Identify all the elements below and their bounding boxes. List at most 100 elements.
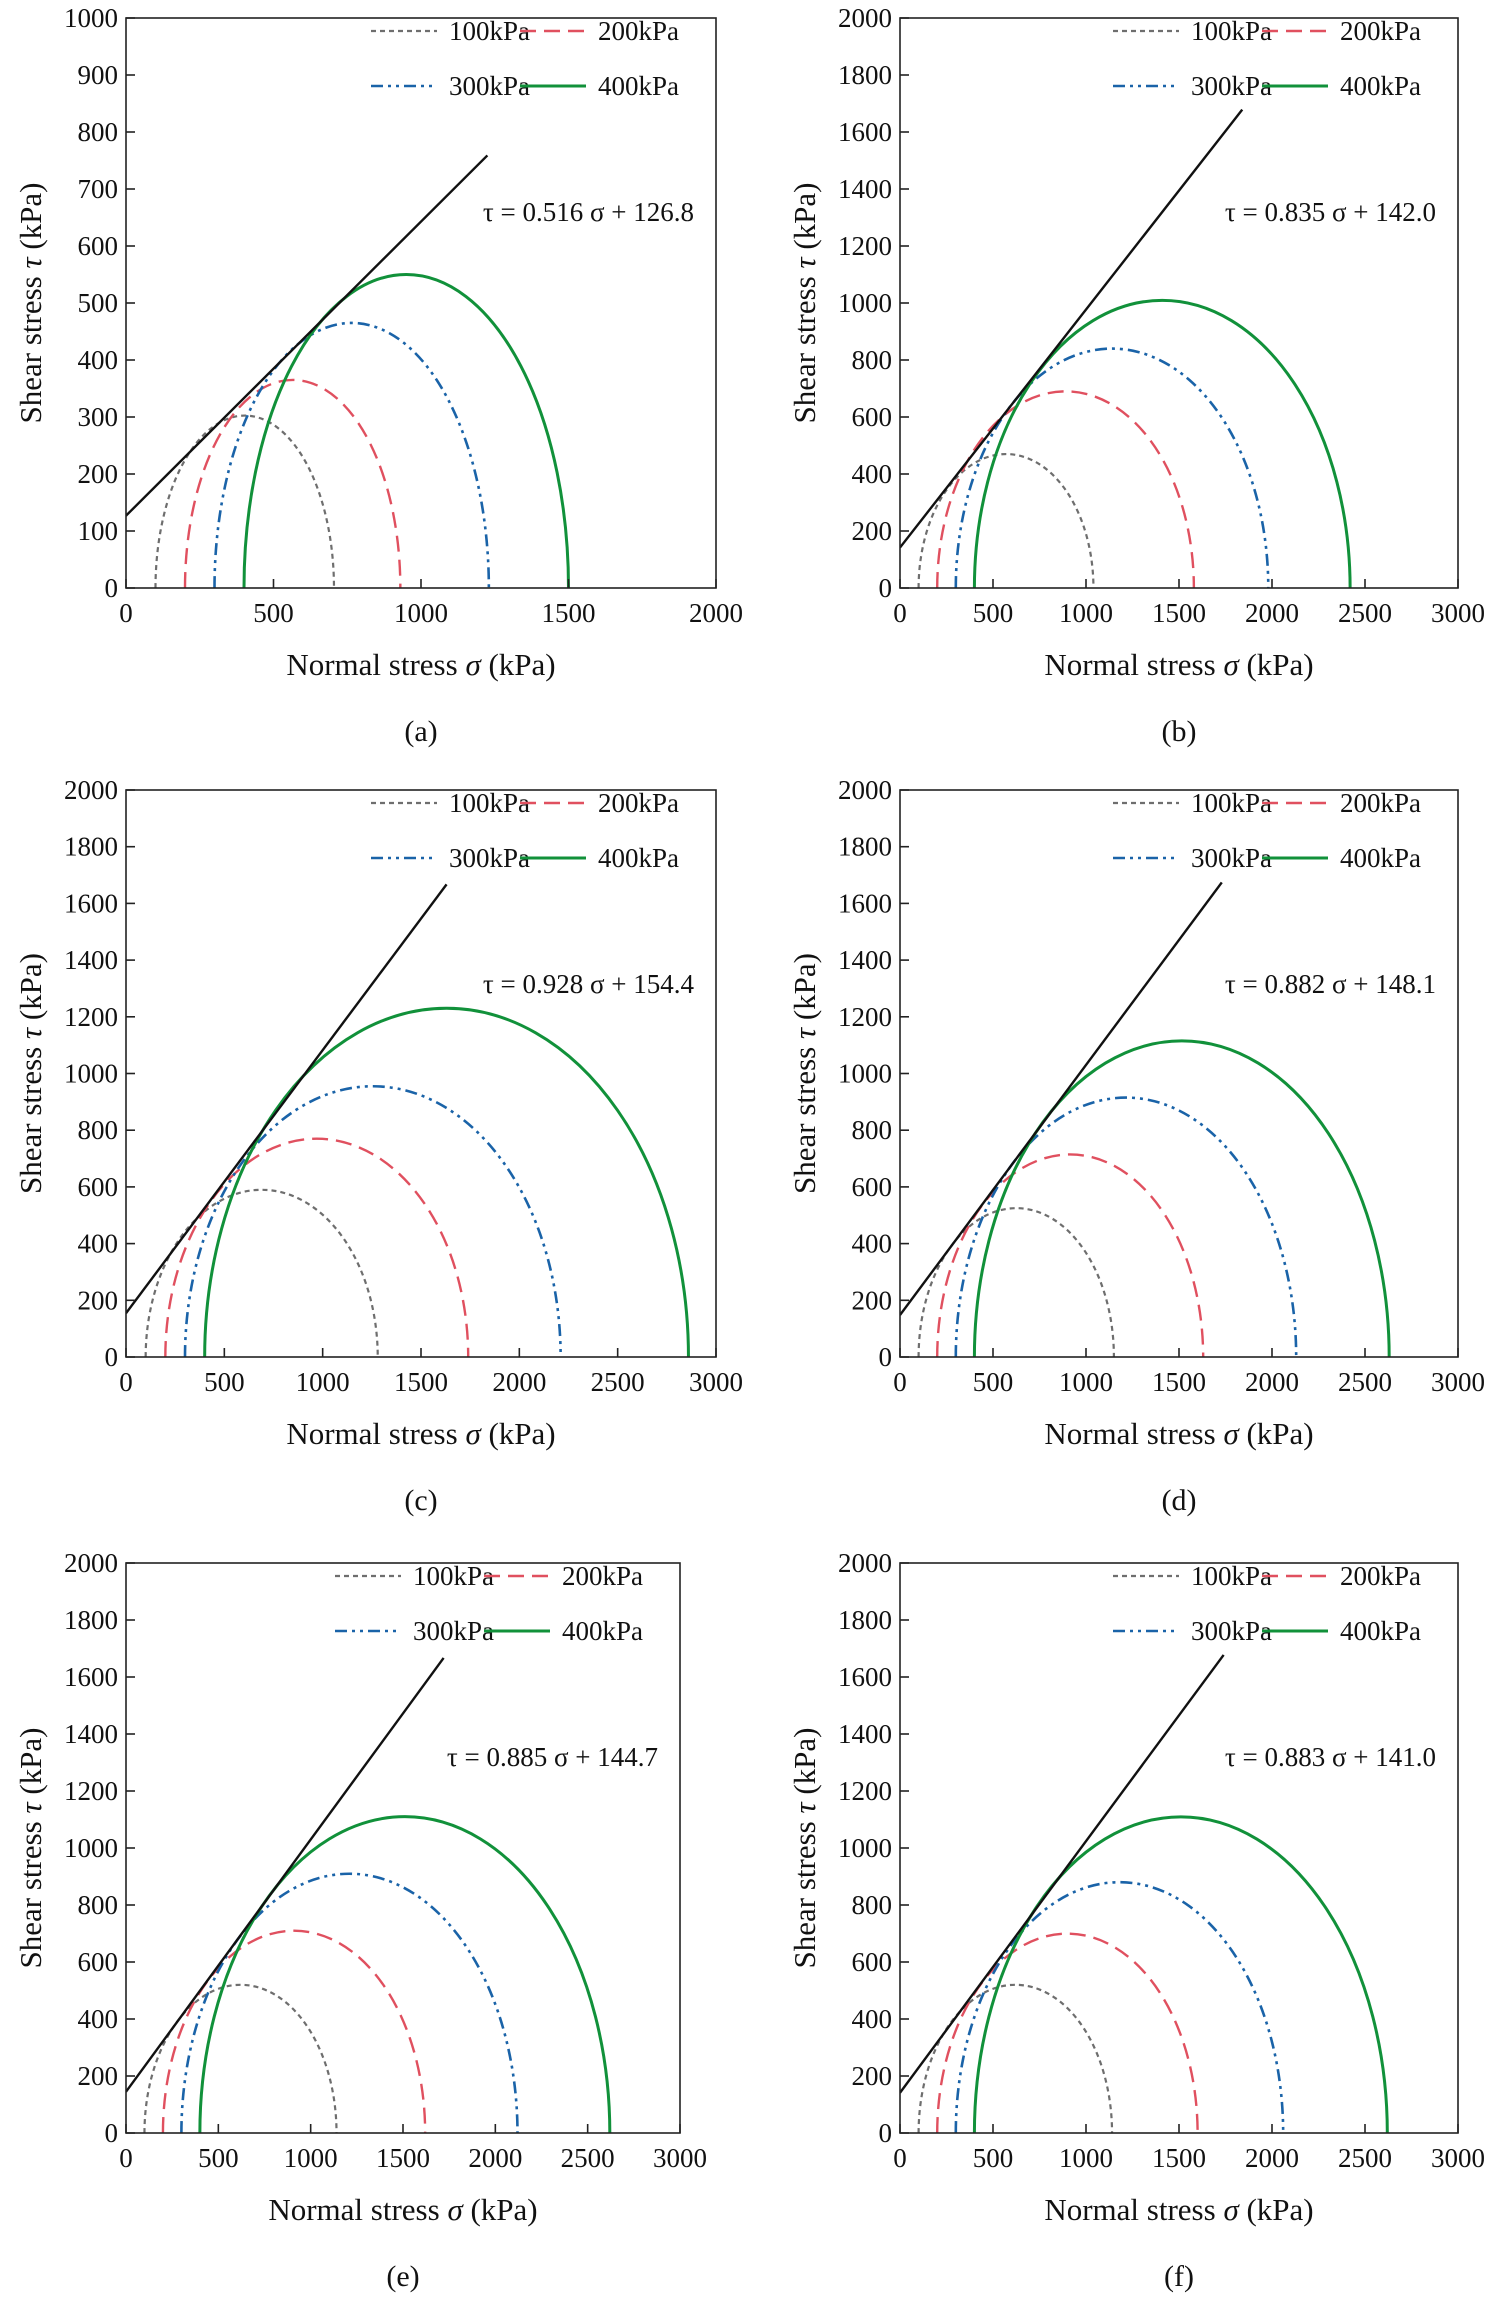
y-tick-label: 1600: [64, 1662, 118, 1692]
x-tick-label: 1000: [296, 1367, 350, 1397]
x-tick-label: 500: [973, 1367, 1014, 1397]
y-tick-label: 1000: [64, 1059, 118, 1089]
y-tick-label: 800: [852, 1115, 893, 1145]
x-tick-label: 500: [973, 2143, 1014, 2173]
failure-envelope-line: [126, 154, 489, 517]
y-tick-label: 800: [78, 1115, 119, 1145]
y-tick-label: 1200: [64, 1776, 118, 1806]
x-tick-label: 1000: [1059, 598, 1113, 628]
y-axis-title-text: Shear stress: [787, 1814, 822, 1969]
x-axis-unit: (kPa): [1239, 647, 1314, 682]
y-tick-label: 1800: [838, 1605, 892, 1635]
y-axis-title: Shear stress τ (kPa): [787, 1728, 822, 1969]
x-tick-label: 1000: [394, 598, 448, 628]
mohr-circle-100kPa: [143, 1984, 338, 2133]
x-tick-label: 2500: [1338, 2143, 1392, 2173]
plot-frame: [125, 17, 717, 589]
x-axis-symbol: σ: [1223, 647, 1240, 682]
x-tick-label: 3000: [689, 1367, 743, 1397]
mohr-circle-100kPa: [154, 414, 336, 588]
legend-label-400kPa: 400kPa: [1340, 843, 1421, 873]
mohr-circle-200kPa: [164, 1137, 470, 1357]
legend-label-300kPa: 300kPa: [449, 71, 530, 101]
y-tick-label: 200: [78, 1285, 119, 1315]
y-axis-unit: (kPa): [13, 953, 48, 1028]
plot-area: [126, 154, 570, 588]
y-tick-label: 200: [852, 1285, 893, 1315]
mohr-circle-200kPa: [161, 1929, 427, 2133]
x-tick-label: 0: [893, 1367, 907, 1397]
x-axis-symbol: σ: [465, 647, 482, 682]
y-tick-label: 1000: [64, 1833, 118, 1863]
envelope-equation: τ = 0.882 σ + 148.1: [1225, 969, 1436, 999]
mohr-circle-400kPa: [198, 1815, 612, 2133]
legend-label-100kPa: 100kPa: [449, 16, 530, 46]
y-axis-title: Shear stress τ (kPa): [787, 953, 822, 1194]
x-axis-title-text: Normal stress: [268, 2192, 447, 2227]
x-axis-title-text: Normal stress: [1044, 647, 1223, 682]
panel-label: (d): [1162, 1484, 1197, 1517]
y-axis-symbol: τ: [13, 256, 48, 269]
mohr-circle-100kPa: [144, 1188, 379, 1357]
y-axis-title-text: Shear stress: [13, 1039, 48, 1194]
panel-b: 0 500 1000 1500 2000 2500 3000 0 200 400 600 800 100…: [787, 3, 1485, 748]
y-tick-label: 600: [78, 1172, 119, 1202]
x-tick-label: 2500: [1338, 598, 1392, 628]
x-tick-label: 1500: [1152, 1367, 1206, 1397]
y-tick-label: 800: [78, 117, 119, 147]
y-axis-title: Shear stress τ (kPa): [787, 183, 822, 424]
y-tick-label: 600: [852, 1947, 893, 1977]
y-tick-label: 400: [78, 345, 119, 375]
legend-label-300kPa: 300kPa: [1191, 71, 1272, 101]
x-tick-label: 3000: [653, 2143, 707, 2173]
failure-envelope-line: [900, 108, 1244, 549]
envelope-equation: τ = 0.885 σ + 144.7: [447, 1742, 658, 1772]
y-tick-label: 1400: [838, 945, 892, 975]
x-tick-label: 2000: [1245, 598, 1299, 628]
y-tick-label: 1200: [838, 1776, 892, 1806]
y-tick-label: 100: [78, 516, 119, 546]
mohr-circle-200kPa: [936, 1153, 1205, 1357]
y-axis-unit: (kPa): [13, 1728, 48, 1803]
y-tick-label: 1600: [64, 888, 118, 918]
y-tick-label: 1800: [64, 832, 118, 862]
x-axis-title-text: Normal stress: [1044, 2192, 1223, 2227]
y-axis-symbol: τ: [787, 1026, 822, 1039]
y-tick-label: 1600: [838, 1662, 892, 1692]
x-tick-label: 1000: [284, 2143, 338, 2173]
x-tick-label: 0: [893, 2143, 907, 2173]
x-axis-title-text: Normal stress: [286, 1416, 465, 1451]
failure-envelope-line: [900, 881, 1223, 1316]
panel-f: 0 500 1000 1500 2000 2500 3000 0 200 400 600 800 100…: [787, 1548, 1485, 2293]
x-tick-label: 500: [198, 2143, 239, 2173]
y-tick-label: 0: [105, 2118, 119, 2148]
y-tick-label: 0: [879, 2118, 893, 2148]
y-tick-label: 600: [852, 402, 893, 432]
y-axis-title-text: Shear stress: [787, 1039, 822, 1194]
legend-label-400kPa: 400kPa: [562, 1616, 643, 1646]
panel-c: 0 500 1000 1500 2000 2500 3000 0 200 400 600 800 100…: [13, 775, 743, 1517]
mohr-circle-200kPa: [183, 378, 402, 588]
y-tick-label: 400: [78, 2004, 119, 2034]
y-tick-label: 0: [879, 573, 893, 603]
x-axis-unit: (kPa): [481, 647, 556, 682]
legend-label-200kPa: 200kPa: [598, 16, 679, 46]
y-tick-label: 2000: [838, 775, 892, 805]
failure-envelope-line: [126, 883, 448, 1314]
x-tick-label: 1500: [1152, 2143, 1206, 2173]
envelope-equation: τ = 0.928 σ + 154.4: [483, 969, 695, 999]
x-tick-label: 1500: [542, 598, 596, 628]
legend-label-200kPa: 200kPa: [1340, 788, 1421, 818]
plot-area: [900, 1654, 1389, 2133]
x-tick-label: 3000: [1431, 598, 1485, 628]
mohr-circle-300kPa: [954, 1096, 1298, 1357]
legend-label-300kPa: 300kPa: [449, 843, 530, 873]
mohr-circle-200kPa: [936, 390, 1196, 588]
plot-area: [126, 883, 690, 1357]
x-axis-symbol: σ: [1223, 2192, 1240, 2227]
plot-area: [900, 108, 1352, 588]
y-axis-title-text: Shear stress: [787, 269, 822, 424]
legend-label-300kPa: 300kPa: [1191, 1616, 1272, 1646]
y-tick-label: 0: [879, 1342, 893, 1372]
